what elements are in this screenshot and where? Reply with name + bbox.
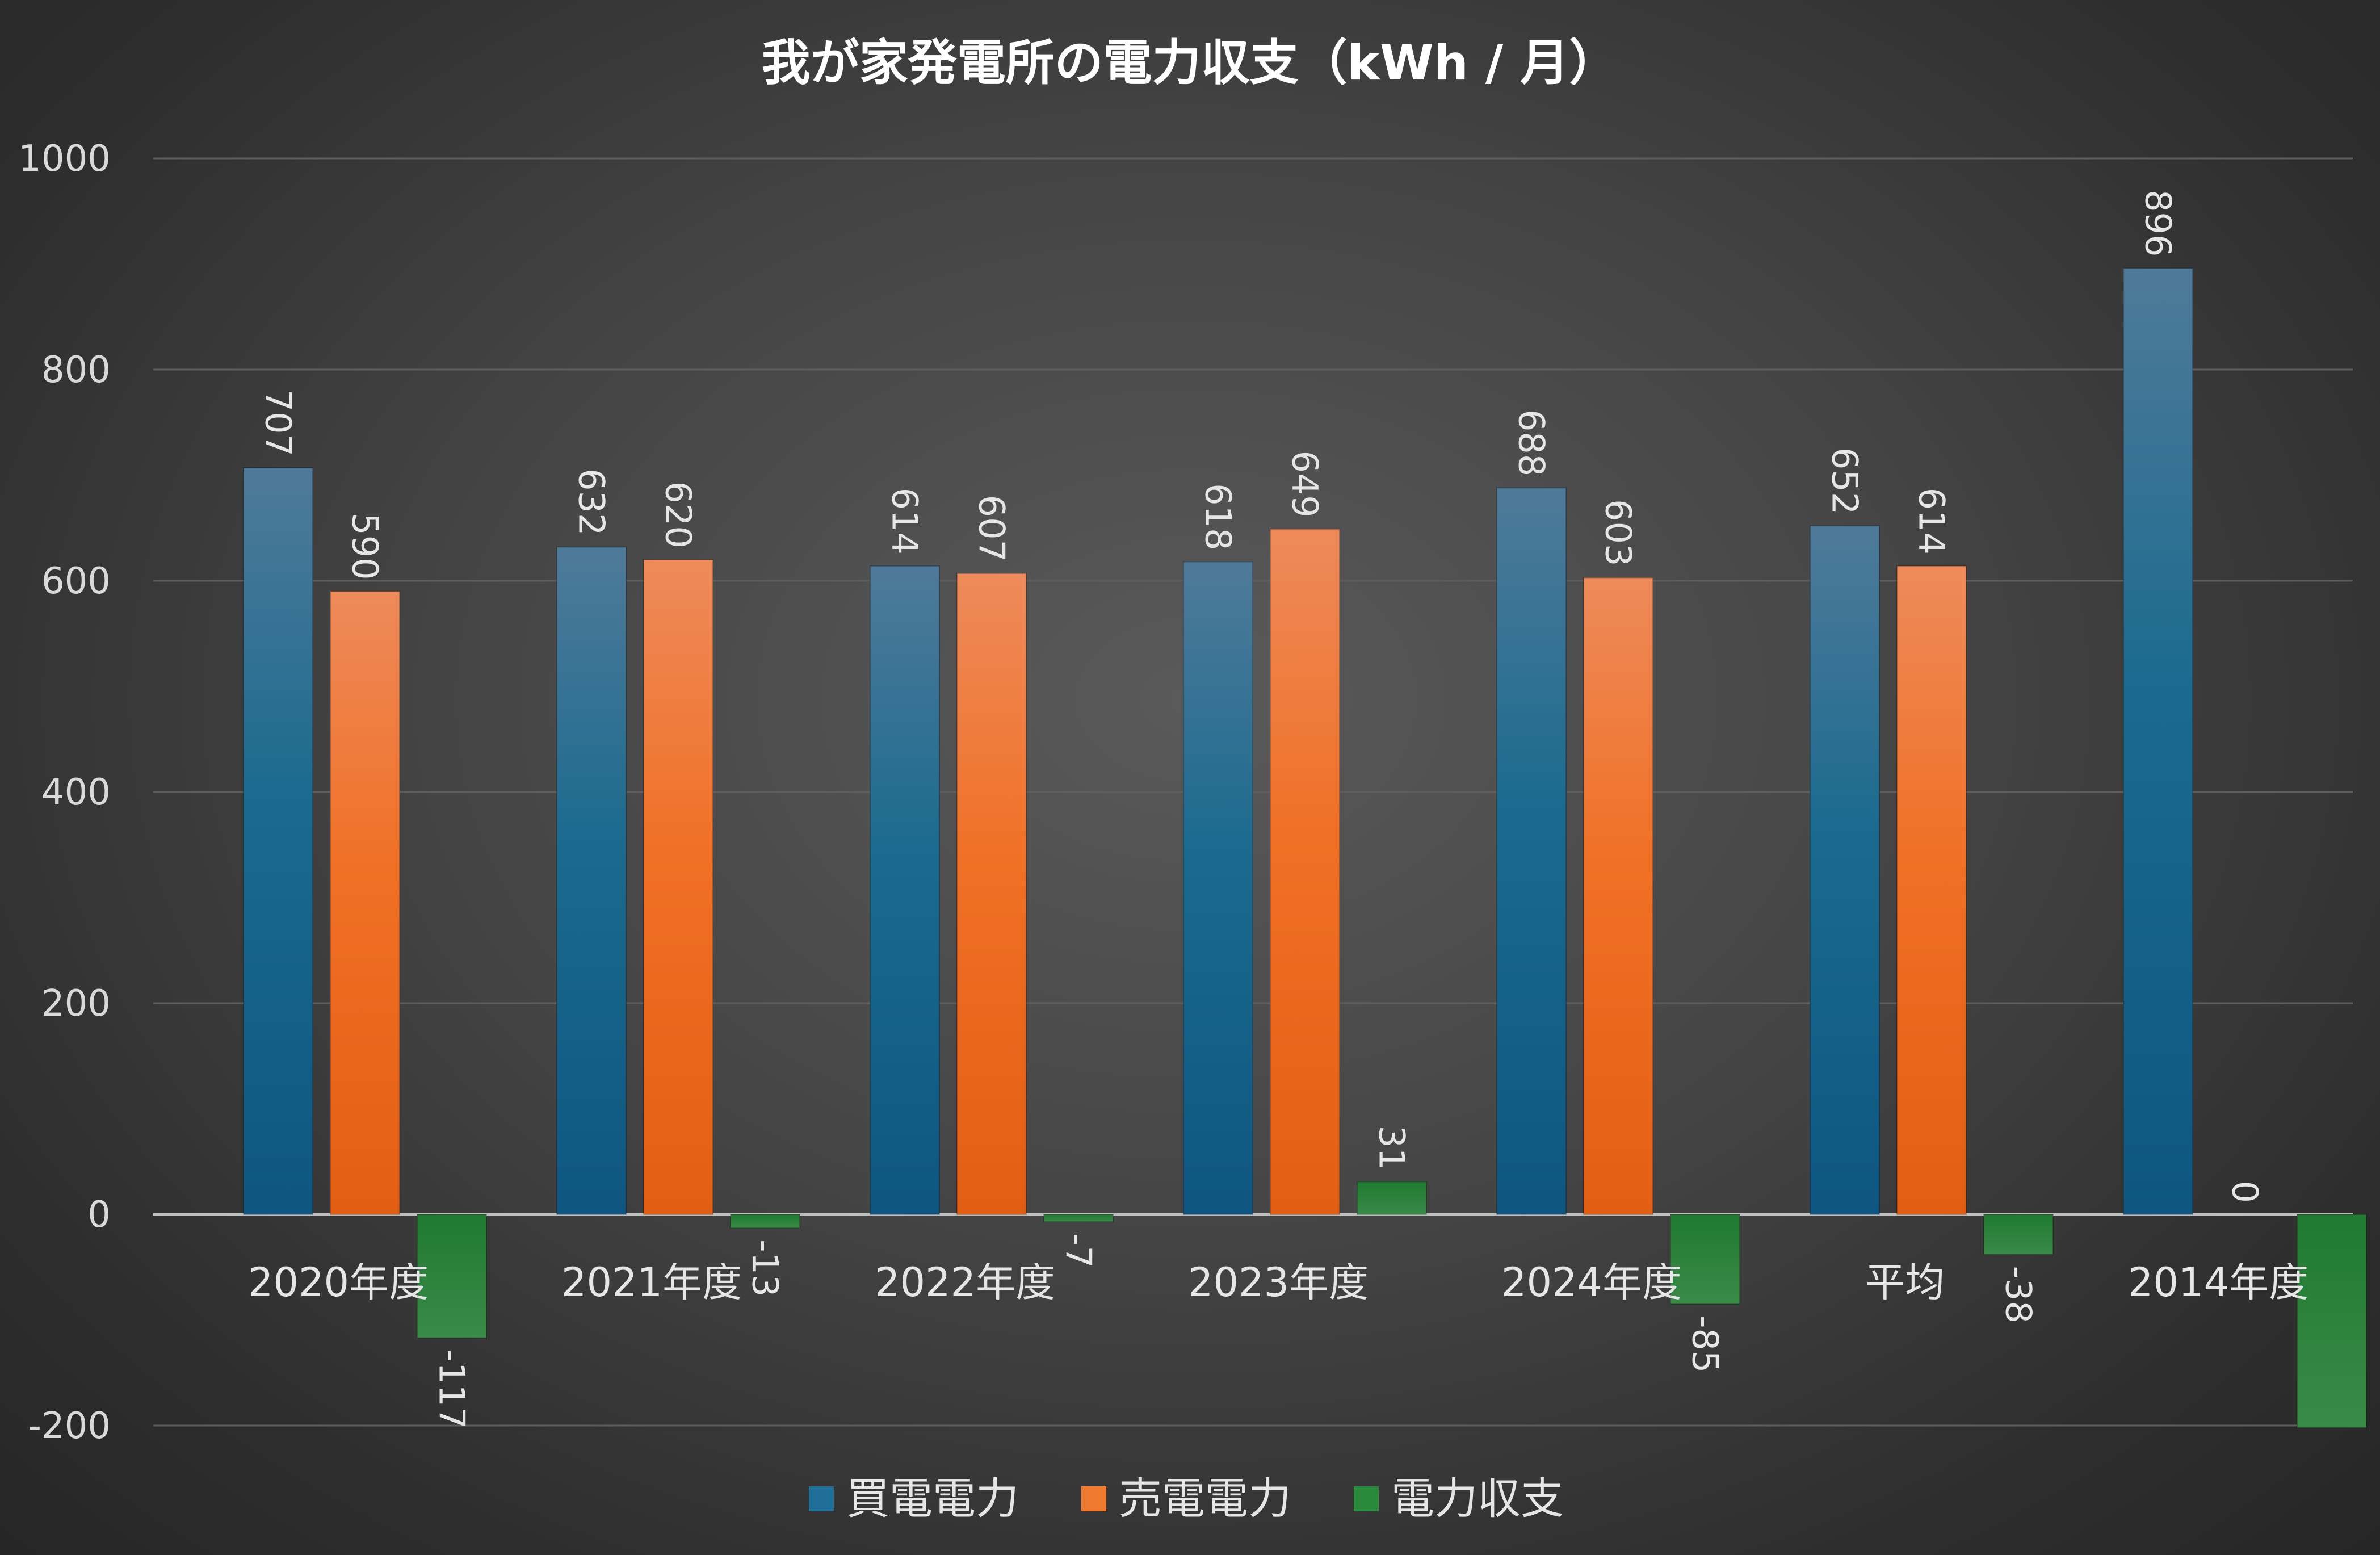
x-tick-label: 2014年度: [2128, 1259, 2308, 1306]
chart-title: 我が家発電所の電力収支（kWh / 月）: [762, 35, 1618, 91]
data-label: 688: [1510, 409, 1552, 476]
bar-net: [1670, 1214, 1740, 1305]
y-tick-label: -200: [28, 1405, 111, 1447]
data-label: 649: [1284, 451, 1325, 518]
x-tick-label: 2024年度: [1501, 1259, 1682, 1306]
legend-label: 買電電力: [846, 1473, 1019, 1524]
bar-net: [1357, 1181, 1427, 1216]
bar-buy: [2123, 267, 2193, 1216]
bar-buy: [556, 546, 627, 1215]
data-label: 603: [1597, 499, 1639, 566]
data-label: 618: [1197, 483, 1239, 550]
x-tick-label: 2020年度: [248, 1259, 429, 1306]
legend-label: 売電電力: [1119, 1473, 1291, 1524]
data-label: 620: [657, 481, 699, 548]
data-label: -117: [431, 1349, 472, 1430]
bar-buy: [243, 467, 313, 1215]
data-label: 896: [2137, 190, 2178, 257]
legend: 買電電力 売電電力 電力収支: [809, 1473, 1564, 1524]
y-tick-label: 400: [41, 772, 111, 814]
legend-swatch: [1354, 1486, 1379, 1511]
legend-swatch: [1081, 1486, 1106, 1511]
bar-buy: [1810, 525, 1880, 1215]
data-label: 614: [884, 488, 925, 555]
data-label: -13: [744, 1239, 786, 1297]
x-tick-label: 2021年度: [561, 1259, 742, 1306]
y-tick-label: 800: [41, 349, 111, 391]
bar-net: [1043, 1214, 1114, 1223]
x-tick-label: 2023年度: [1188, 1259, 1369, 1306]
bar-buy: [1183, 561, 1253, 1215]
bar-buy: [870, 565, 940, 1216]
data-label: -38: [1997, 1266, 2039, 1323]
legend-swatch: [809, 1486, 834, 1511]
data-label: -7: [1057, 1233, 1099, 1268]
bar-sell: [643, 559, 713, 1215]
x-tick-label: 2022年度: [875, 1259, 1055, 1306]
bar-sell: [1583, 577, 1653, 1215]
bar-sell: [1896, 565, 1967, 1216]
bar-buy: [1496, 487, 1567, 1216]
legend-label: 電力収支: [1391, 1473, 1564, 1524]
data-label: 607: [971, 495, 1012, 562]
bar-sell: [1270, 528, 1340, 1215]
data-label: 590: [344, 513, 385, 580]
bar-sell: [956, 572, 1027, 1215]
bar-net: [730, 1214, 800, 1229]
x-tick-label: 平均: [1865, 1259, 1945, 1306]
grid-layer: 1000 800 600 400 200 0 -200: [18, 138, 2353, 1447]
data-label: 632: [570, 468, 612, 535]
bar-sell: [330, 590, 400, 1215]
bar-net: [1983, 1214, 2054, 1255]
y-tick-label: 1000: [18, 138, 111, 180]
data-label: 0: [2224, 1181, 2265, 1203]
y-tick-label: 600: [41, 560, 111, 602]
bar-net: [2297, 1214, 2367, 1428]
bar-net: [417, 1214, 487, 1339]
y-tick-label: 200: [41, 983, 111, 1025]
data-label: 652: [1824, 447, 1865, 514]
data-label: 31: [1371, 1125, 1412, 1170]
data-label: 614: [1911, 488, 1952, 555]
data-label: -85: [1684, 1315, 1726, 1373]
bars-layer: [243, 267, 2367, 1428]
y-tick-label: 0: [87, 1194, 111, 1236]
data-label: 707: [257, 389, 299, 456]
